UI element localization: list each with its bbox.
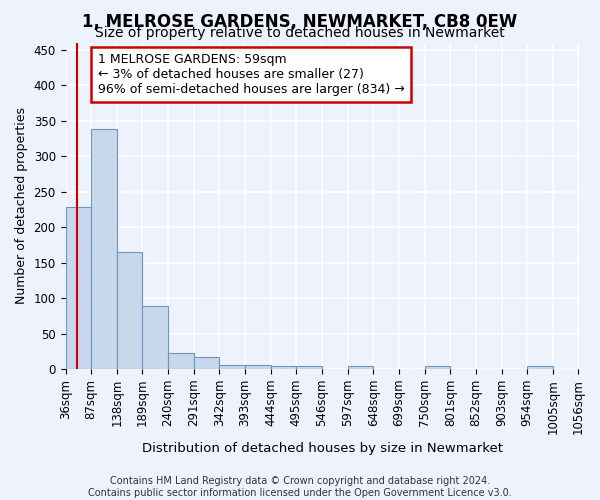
Bar: [271, 366, 296, 369]
Bar: [527, 366, 553, 369]
Text: Contains HM Land Registry data © Crown copyright and database right 2024.
Contai: Contains HM Land Registry data © Crown c…: [88, 476, 512, 498]
Bar: [220, 365, 245, 369]
X-axis label: Distribution of detached houses by size in Newmarket: Distribution of detached houses by size …: [142, 442, 503, 455]
Bar: [142, 306, 168, 369]
Y-axis label: Number of detached properties: Number of detached properties: [15, 108, 28, 304]
Bar: [65, 207, 91, 369]
Bar: [91, 129, 117, 369]
Bar: [168, 352, 194, 369]
Bar: [296, 366, 322, 369]
Bar: [117, 252, 142, 369]
Bar: [347, 366, 373, 369]
Text: 1 MELROSE GARDENS: 59sqm
← 3% of detached houses are smaller (27)
96% of semi-de: 1 MELROSE GARDENS: 59sqm ← 3% of detache…: [98, 53, 404, 96]
Bar: [425, 366, 450, 369]
Bar: [245, 365, 271, 369]
Text: Size of property relative to detached houses in Newmarket: Size of property relative to detached ho…: [95, 26, 505, 40]
Bar: [194, 357, 220, 369]
Text: 1, MELROSE GARDENS, NEWMARKET, CB8 0EW: 1, MELROSE GARDENS, NEWMARKET, CB8 0EW: [82, 12, 518, 30]
